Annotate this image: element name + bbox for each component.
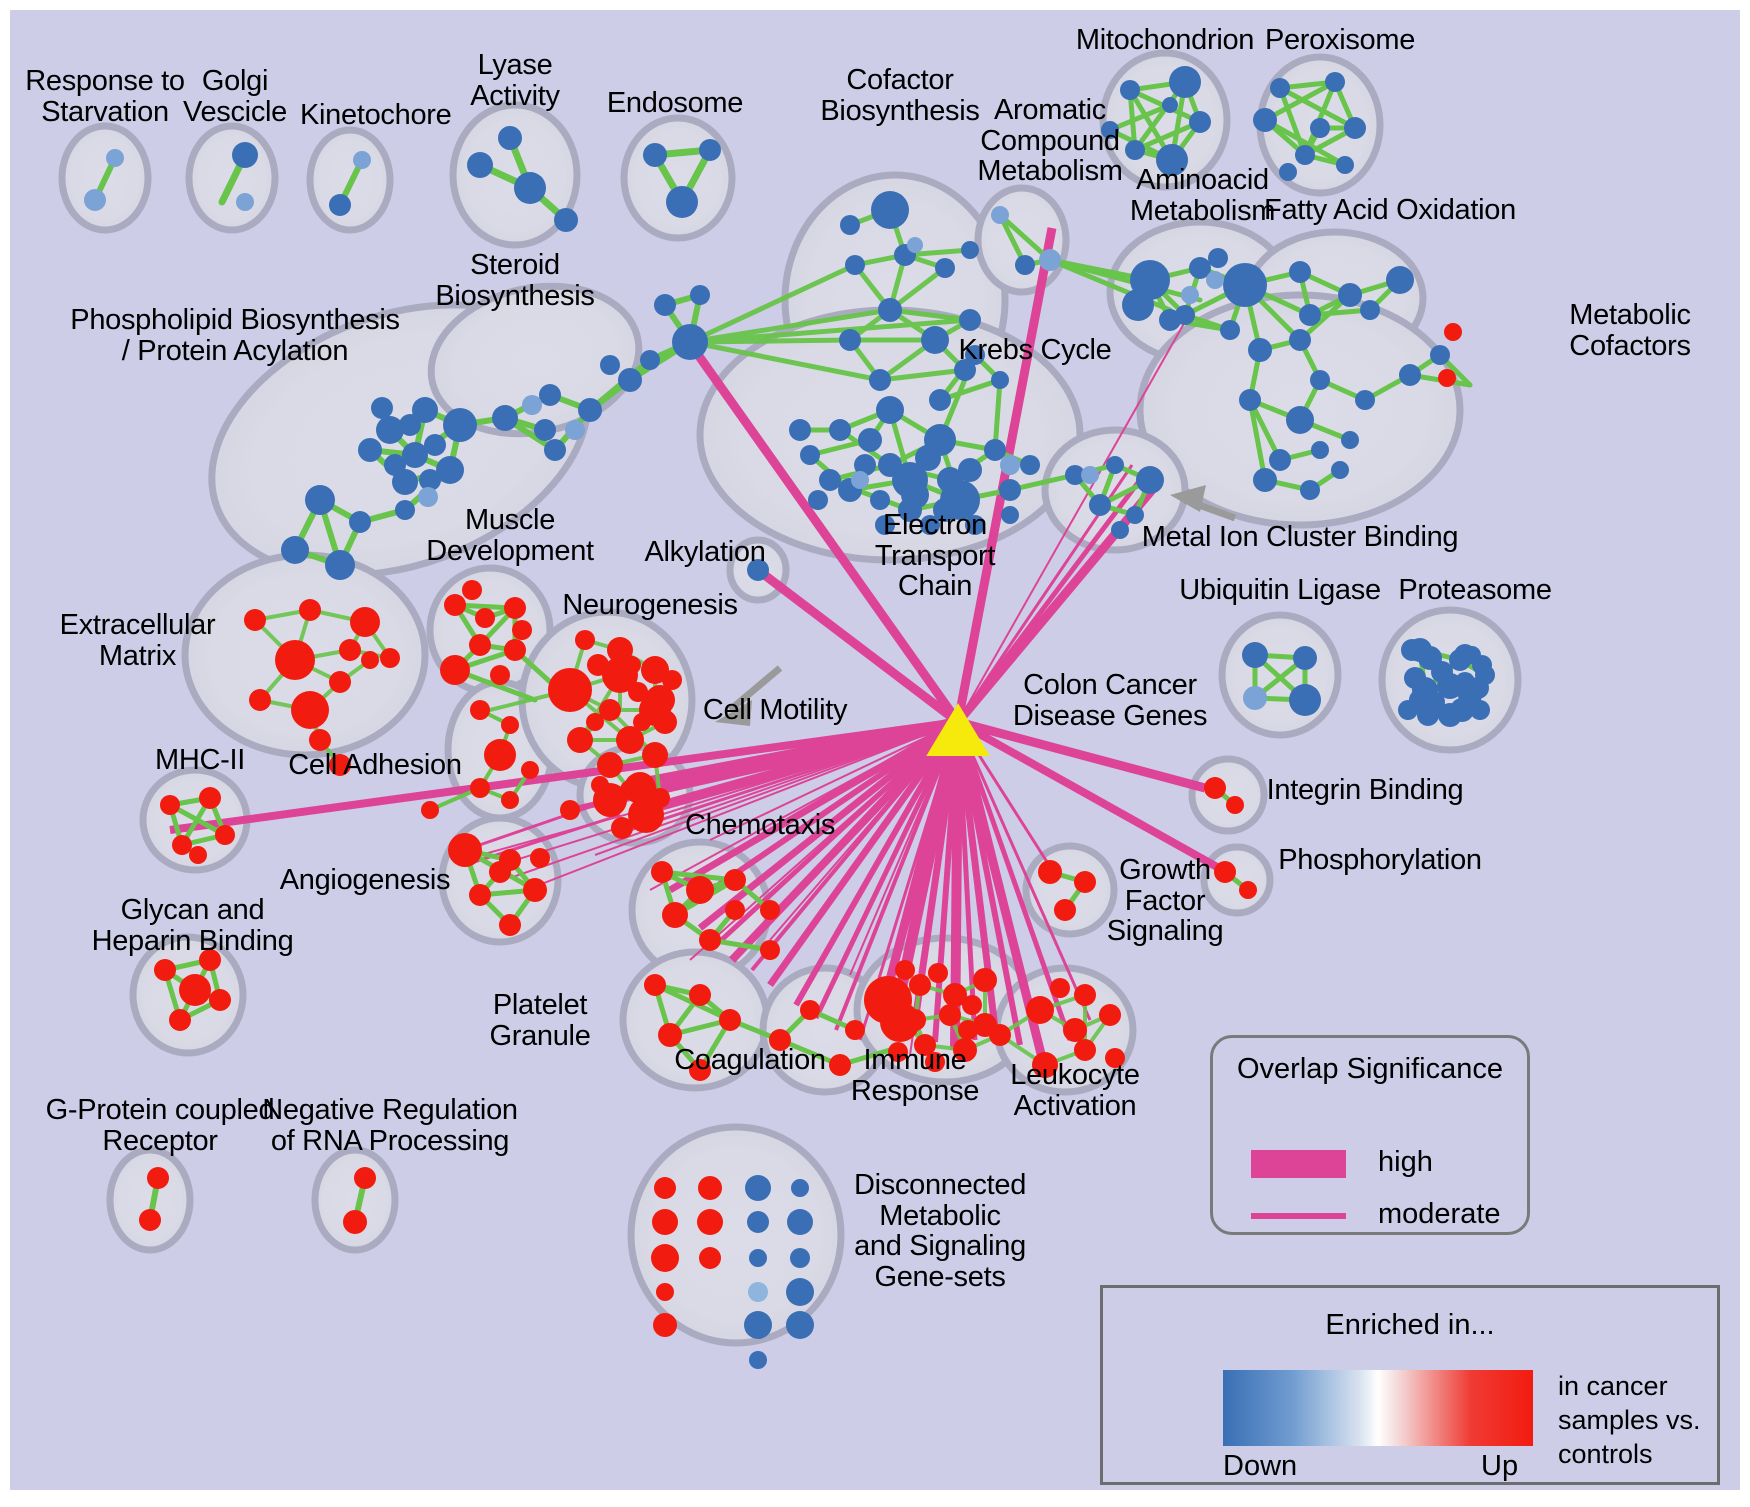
label-cofactor-biosynthesis: Cofactor Biosynthesis <box>820 64 980 127</box>
label-ubiquitin-ligase: Ubiquitin Ligase <box>1179 574 1381 606</box>
network-canvas: Response to Starvation Golgi Vescicle Ki… <box>10 10 1740 1490</box>
label-neurogenesis: Neurogenesis <box>562 589 738 621</box>
label-negative-regulation-of-rna-processing: Negative Regulation of RNA Processing <box>262 1094 518 1157</box>
label-disconnected-gene-sets: Disconnected Metabolic and Signaling Gen… <box>853 1169 1027 1294</box>
annotation-arrows <box>715 485 1237 726</box>
label-aminoacid-metabolism: Aminoacid Metabolism <box>1129 164 1276 227</box>
label-golgi-vescicle: Golgi Vescicle <box>183 65 287 128</box>
label-platelet-granule: Platelet Granule <box>489 989 591 1052</box>
label-glycan-and-heparin-binding: Glycan and Heparin Binding <box>91 894 294 957</box>
legend-label-down: Down <box>1223 1450 1298 1482</box>
label-endosome: Endosome <box>606 87 744 119</box>
label-kinetochore: Kinetochore <box>300 99 452 131</box>
label-chemotaxis: Chemotaxis <box>684 809 836 841</box>
legend-swatch-high <box>1251 1150 1346 1178</box>
label-coagulation: Coagulation <box>674 1044 826 1076</box>
label-integrin-binding: Integrin Binding <box>1266 774 1464 806</box>
legend-note: in cancer samples vs. controls <box>1558 1371 1701 1469</box>
legend-label-high: high <box>1378 1146 1433 1178</box>
label-extracellular-matrix: Extracellular Matrix <box>59 609 216 672</box>
legend-overlap-significance: Overlap Significance high moderate <box>1210 1035 1530 1235</box>
label-steroid-biosynthesis: Steroid Biosynthesis <box>435 249 595 312</box>
label-mhc-ii: MHC-II <box>154 744 245 776</box>
label-cell-motility: Cell Motility <box>702 694 848 726</box>
label-g-protein-coupled-receptor: G-Protein coupled Receptor <box>45 1094 275 1157</box>
label-muscle-development: Muscle Development <box>426 504 594 567</box>
legend-color-gradient <box>1223 1370 1533 1446</box>
label-alkylation: Alkylation <box>644 536 766 568</box>
label-phospholipid-biosynthesis: Phospholipid Biosynthesis / Protein Acyl… <box>70 304 400 367</box>
legend-swatch-moderate <box>1251 1213 1346 1219</box>
label-angiogenesis: Angiogenesis <box>279 864 451 896</box>
label-electron-transport-chain: Electron Transport Chain <box>874 509 996 603</box>
label-aromatic-compound-metabolism: Aromatic Compound Metabolism <box>977 94 1123 188</box>
label-lyase-activity: Lyase Activity <box>470 49 560 112</box>
label-hub-colon-cancer-disease-genes: Colon Cancer Disease Genes <box>1012 669 1208 732</box>
label-fatty-acid-oxidation: Fatty Acid Oxidation <box>1264 194 1516 226</box>
label-response-to-starvation: Response to Starvation <box>25 65 185 128</box>
label-metal-ion-cluster-binding: Metal Ion Cluster Binding <box>1141 521 1459 553</box>
label-peroxisome: Peroxisome <box>1264 24 1416 56</box>
legend-label-up: Up <box>1481 1450 1519 1482</box>
gene-set-nodes <box>84 66 1495 1369</box>
label-cell-adhesion: Cell Adhesion <box>288 749 462 781</box>
label-metabolic-cofactors: Metabolic Cofactors <box>1569 299 1691 362</box>
legend-enriched-title: Enriched in... <box>1325 1309 1495 1341</box>
label-mitochondrion: Mitochondrion <box>1075 24 1255 56</box>
legend-enriched-in: Enriched in... Down Up in cancer samples… <box>1100 1285 1720 1485</box>
legend-label-moderate: moderate <box>1378 1198 1501 1230</box>
network-svg <box>58 49 1522 1369</box>
label-growth-factor-signaling: Growth Factor Signaling <box>1106 854 1224 948</box>
label-krebs-cycle: Krebs Cycle <box>958 334 1112 366</box>
label-leukocyte-activation: Leukocyte Activation <box>1010 1059 1140 1122</box>
label-phosphorylation: Phosphorylation <box>1278 844 1482 876</box>
hub-triangle[interactable] <box>926 703 990 756</box>
legend-overlap-title: Overlap Significance <box>1237 1053 1503 1085</box>
label-proteasome: Proteasome <box>1398 574 1552 606</box>
label-immune-response: Immune Response <box>850 1044 980 1107</box>
